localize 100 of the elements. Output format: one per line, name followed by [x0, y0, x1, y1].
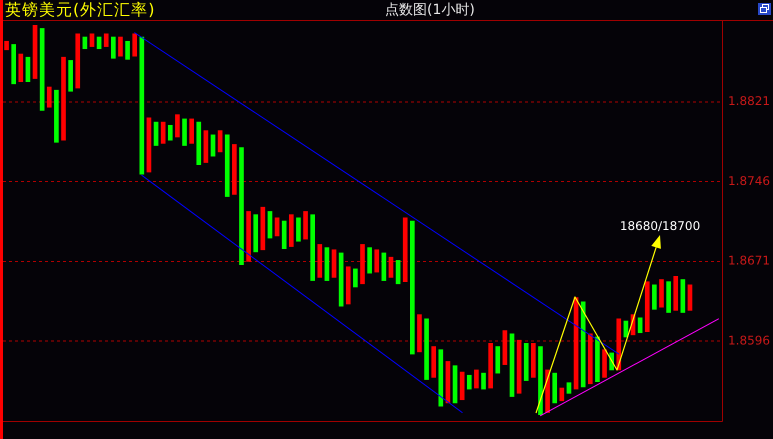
bar [552, 372, 558, 404]
bar [652, 284, 657, 310]
bar [210, 134, 216, 156]
bar [296, 218, 301, 242]
bar [502, 330, 508, 365]
bar [446, 361, 450, 404]
bar [111, 36, 116, 59]
bar [104, 34, 109, 47]
bar [224, 134, 230, 197]
bar [666, 281, 671, 313]
bar [274, 218, 280, 236]
bar [239, 147, 244, 265]
bar [538, 346, 543, 415]
bar [396, 260, 400, 284]
bar [510, 333, 514, 397]
bar [68, 60, 73, 92]
y-tick-label: 1.8671 [728, 254, 770, 268]
bar [481, 372, 486, 390]
bar [125, 40, 130, 60]
bar [168, 124, 173, 141]
bar [75, 34, 80, 88]
bar [232, 144, 237, 195]
bar [382, 252, 386, 281]
bar [424, 318, 429, 380]
bar [688, 284, 692, 311]
bar [132, 34, 138, 56]
bar [260, 206, 266, 250]
bar [96, 36, 102, 50]
bar [32, 24, 38, 79]
bar [146, 118, 152, 172]
bar [559, 388, 564, 402]
chart-title: 英镑美元(外汇汇率) [5, 0, 156, 19]
bar [46, 86, 52, 108]
bar [303, 211, 308, 240]
bar [438, 349, 444, 406]
bar [218, 130, 222, 152]
bar [18, 54, 24, 82]
chart-subtitle: 点数图(1小时) [385, 2, 475, 18]
bar [417, 314, 422, 352]
bar [268, 211, 272, 238]
bar [54, 90, 59, 143]
bar [288, 214, 294, 247]
bar [282, 220, 287, 250]
bar [324, 247, 330, 281]
bar [40, 28, 44, 111]
bar [310, 214, 315, 281]
bar [182, 118, 187, 146]
bar [154, 122, 158, 146]
bar [659, 279, 664, 308]
y-tick-label: 1.8821 [728, 94, 770, 108]
bar [580, 302, 586, 388]
bar [531, 343, 536, 378]
bar [673, 276, 678, 311]
bar [495, 346, 500, 374]
bar [602, 349, 607, 378]
bar [638, 317, 642, 334]
bar [524, 343, 529, 381]
annotation: 18680/18700 [620, 219, 700, 234]
bar [595, 336, 600, 382]
bar [388, 256, 394, 278]
bar [26, 56, 30, 82]
bar [253, 214, 258, 252]
y-tick-label: 1.8596 [728, 333, 770, 348]
bar [566, 382, 572, 394]
bar [624, 320, 628, 338]
bar [118, 36, 123, 56]
bar [680, 279, 686, 313]
bar [644, 281, 650, 332]
bar [374, 249, 380, 272]
bar [346, 266, 351, 304]
bar [317, 244, 322, 278]
bar [431, 346, 436, 378]
bar [574, 297, 578, 390]
bar [360, 244, 365, 284]
bar [246, 211, 251, 262]
bar [11, 44, 16, 84]
bar [367, 247, 372, 274]
bar [189, 118, 194, 144]
bar [353, 268, 358, 288]
bar [516, 340, 522, 394]
bar [338, 252, 344, 306]
bar [139, 36, 144, 175]
bar [488, 343, 493, 388]
bar [452, 365, 458, 404]
bar [474, 370, 479, 388]
bar [90, 34, 94, 47]
bar [82, 36, 88, 50]
bar [466, 374, 472, 390]
bar [410, 220, 415, 354]
bar [4, 40, 9, 50]
bar [160, 122, 166, 144]
bar [402, 218, 408, 282]
bar [588, 333, 593, 384]
bar [332, 249, 336, 278]
bar [196, 122, 202, 165]
bar [175, 114, 180, 138]
bar [460, 372, 464, 400]
y-tick-label: 1.8746 [728, 174, 770, 188]
bar [204, 130, 208, 163]
bar [61, 56, 66, 141]
